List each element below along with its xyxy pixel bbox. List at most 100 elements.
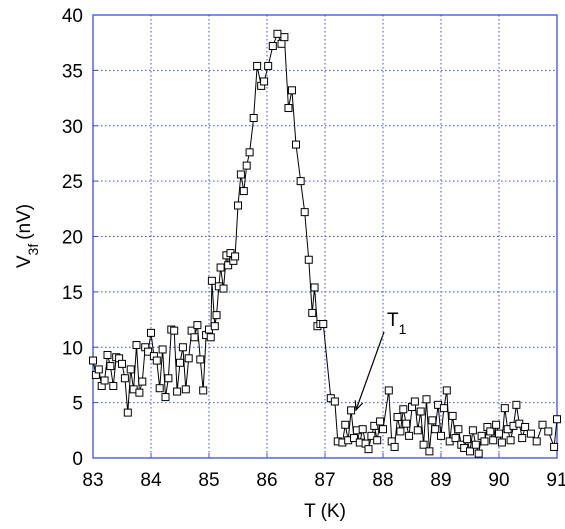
data-point [512, 400, 521, 409]
y-label-unit: (nV) [14, 204, 35, 240]
data-point [416, 407, 425, 416]
data-point [358, 425, 367, 434]
data-point [518, 434, 527, 443]
data-point [373, 436, 382, 445]
data-point [207, 276, 216, 285]
data-point [448, 411, 457, 420]
data-point [94, 365, 103, 374]
annotation: T1 [387, 310, 407, 337]
data-point [310, 283, 319, 292]
data-point [364, 445, 373, 454]
data-point [370, 421, 379, 430]
y-label-sub: 3f [25, 244, 41, 256]
data-point [280, 33, 289, 42]
y-tick-label: 35 [62, 61, 83, 82]
data-point [425, 447, 434, 456]
x-tick-label: 89 [430, 470, 451, 491]
data-point [431, 425, 440, 434]
data-point [341, 420, 350, 429]
data-point [405, 431, 414, 440]
data-point [212, 311, 221, 320]
data-point [273, 29, 282, 38]
y-axis-label: V3f (nV) [14, 204, 41, 268]
data-point [224, 261, 233, 270]
data-point [500, 404, 509, 413]
data-point [190, 333, 199, 342]
y-tick-label: 40 [62, 6, 83, 27]
data-point [393, 413, 402, 422]
data-point [419, 440, 428, 449]
data-point [390, 442, 399, 451]
data-point [466, 447, 474, 456]
data-point [287, 86, 296, 95]
data-point [284, 104, 293, 113]
data-point [184, 354, 193, 363]
y-tick-label: 0 [72, 449, 83, 470]
x-tick-label: 91 [546, 470, 565, 491]
data-point [439, 404, 448, 413]
data-point [376, 417, 385, 426]
data-point [100, 376, 109, 385]
data-point [126, 365, 135, 374]
data-point [118, 359, 126, 368]
x-tick-label: 85 [198, 470, 219, 491]
data-point [260, 77, 269, 86]
data-point [173, 387, 182, 396]
data-point [384, 386, 393, 395]
data-point [486, 427, 495, 436]
data-point [144, 347, 153, 356]
data-point [553, 415, 561, 424]
x-tick-label: 86 [256, 470, 277, 491]
plot-frame [92, 14, 558, 459]
data-point [178, 343, 187, 352]
data-point [330, 397, 339, 406]
data-point [497, 438, 506, 447]
data-point [480, 437, 489, 446]
data-point [399, 405, 408, 414]
x-axis-label: T (K) [304, 501, 346, 522]
y-tick-label: 25 [62, 172, 83, 193]
data-point [538, 420, 547, 429]
x-tick-label: 84 [140, 470, 162, 491]
data-point [253, 61, 262, 70]
data-point [410, 397, 419, 406]
y-tick-label: 5 [72, 394, 83, 415]
data-point [489, 436, 498, 445]
data-point [206, 333, 215, 342]
data-point [245, 148, 254, 157]
data-point [350, 434, 358, 443]
data-point [236, 170, 245, 179]
data-point [264, 61, 273, 70]
data-point [158, 345, 167, 354]
data-point [109, 382, 118, 391]
data-point [277, 39, 286, 48]
data-point [219, 284, 228, 293]
data-point [296, 177, 305, 186]
data-point [428, 416, 437, 425]
data-point [347, 406, 356, 415]
data-point [242, 161, 251, 170]
data-point [300, 208, 309, 217]
data-point [308, 308, 317, 317]
x-tick-label: 88 [372, 470, 393, 491]
data-point [181, 385, 190, 394]
data-point [132, 341, 141, 350]
data-point [379, 425, 387, 434]
data-point [164, 374, 173, 383]
data-point [123, 408, 132, 417]
data-point [506, 436, 515, 445]
data-point [138, 377, 147, 386]
y-tick-label: 10 [62, 338, 83, 359]
data-point [234, 201, 242, 210]
y-tick-label: 30 [62, 117, 83, 138]
data-point [106, 362, 115, 371]
data-point [120, 374, 129, 383]
x-tick-label: 90 [488, 470, 509, 491]
data-point [231, 252, 240, 261]
data-point [304, 255, 313, 264]
data-point [249, 113, 258, 122]
data-point [103, 351, 112, 360]
data-point [155, 384, 164, 393]
data-point [396, 427, 405, 436]
data-point [193, 321, 202, 330]
